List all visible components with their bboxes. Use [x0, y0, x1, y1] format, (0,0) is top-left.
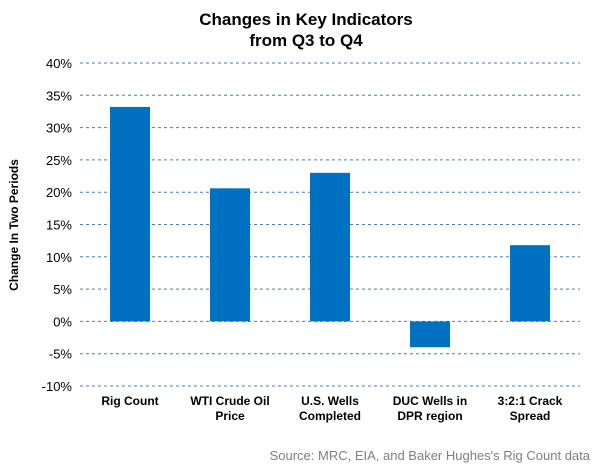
y-axis-label: Change In Two Periods	[7, 159, 21, 291]
y-tick-label: 15%	[46, 218, 72, 233]
category-label-line: Completed	[299, 409, 361, 423]
y-tick-label: 5%	[53, 282, 72, 297]
category-label: Rig Count	[101, 394, 158, 408]
y-tick-label: 40%	[46, 56, 72, 71]
category-label: WTI Crude Oil Price	[190, 394, 269, 423]
category-label-line: 3:2:1 Crack	[498, 394, 563, 408]
y-tick-label: 20%	[46, 185, 72, 200]
gridlines	[80, 62, 580, 387]
y-axis-ticks: -10% -5% 0% 5% 10% 15% 20% 25% 30% 35% 40%	[42, 56, 73, 394]
bar	[110, 106, 150, 322]
category-label-line: WTI Crude Oil	[190, 394, 269, 408]
y-tick-label: -10%	[42, 379, 73, 394]
category-label-line: Rig Count	[101, 394, 158, 408]
bar	[510, 245, 550, 322]
chart-title-line-1: Changes in Key Indicators	[199, 10, 413, 29]
y-tick-label: 25%	[46, 153, 72, 168]
y-tick-label: -5%	[49, 347, 73, 362]
category-label-line: DPR region	[397, 409, 462, 423]
bar	[210, 188, 250, 322]
bar	[310, 172, 350, 322]
y-tick-label: 0%	[53, 314, 72, 329]
category-label: 3:2:1 Crack Spread	[498, 394, 563, 423]
category-label-line: Spread	[510, 409, 551, 423]
y-tick-label: 30%	[46, 121, 72, 136]
category-label: U.S. Wells Completed	[299, 394, 361, 423]
chart-title-line-2: from Q3 to Q4	[249, 31, 363, 50]
source-note: Source: MRC, EIA, and Baker Hughes's Rig…	[270, 448, 591, 463]
category-label-line: U.S. Wells	[301, 394, 359, 408]
bar	[410, 321, 450, 348]
y-tick-label: 35%	[46, 88, 72, 103]
category-labels: Rig Count WTI Crude Oil Price U.S. Wells Com…	[101, 394, 562, 423]
category-label-line: DUC Wells in	[393, 394, 467, 408]
bars	[110, 106, 550, 348]
y-tick-label: 10%	[46, 250, 72, 265]
category-label: DUC Wells in DPR region	[393, 394, 467, 423]
category-label-line: Price	[215, 409, 245, 423]
